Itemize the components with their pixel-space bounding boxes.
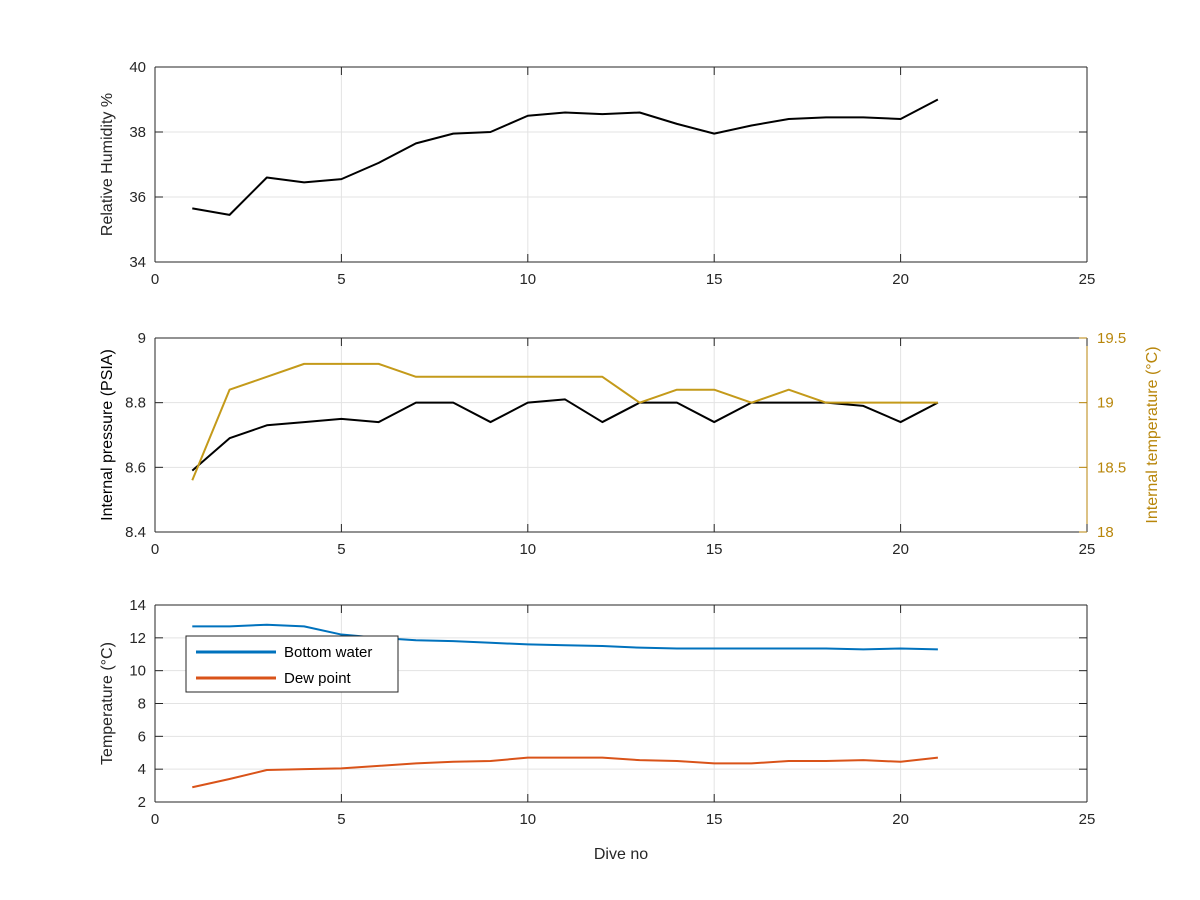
x-tick-label: 0 (151, 811, 159, 828)
y-tick-label: 12 (129, 630, 146, 647)
y-tick-label: 38 (129, 124, 146, 141)
plot-area (155, 338, 1087, 532)
y-tick-label: 8.6 (125, 459, 146, 476)
x-tick-label: 15 (706, 541, 723, 558)
y-tick-label: 34 (129, 254, 146, 271)
x-tick-label: 5 (337, 811, 345, 828)
y2-tick-label: 19 (1097, 395, 1114, 412)
subplot-1: 0 5 10 15 20 25 34 36 38 40 Relative Humidity % (99, 59, 1095, 288)
y-tick-label: 8.8 (125, 395, 146, 412)
y-axis-label: Temperature (°C) (99, 642, 116, 765)
y-tick-label: 14 (129, 597, 146, 614)
y2-tick-label: 18.5 (1097, 459, 1126, 476)
x-tick-label: 0 (151, 271, 159, 288)
y-tick-label: 40 (129, 59, 146, 76)
x-tick-label: 15 (706, 811, 723, 828)
y-tick-label: 4 (138, 761, 146, 778)
x-tick-label: 20 (892, 541, 909, 558)
series-line-dew-point (192, 756, 938, 789)
y2-axis-label: Internal temperature (°C) (1144, 346, 1161, 523)
series-line-2 (191, 362, 938, 481)
y-axis-label: Internal pressure (PSIA) (99, 349, 116, 521)
y-tick-label: 8.4 (125, 524, 146, 541)
y-tick-label: 10 (129, 663, 146, 680)
x-axis-label: Dive no (594, 846, 648, 863)
x-tick-label: 10 (519, 541, 536, 558)
y-axis-label: Relative Humidity % (99, 93, 116, 236)
y-tick-label: 2 (138, 794, 146, 811)
subplot-3: 0 5 10 15 20 25 2 4 6 8 10 12 14 Temperature (°C) Dive… (99, 597, 1095, 863)
x-tick-label: 20 (892, 811, 909, 828)
y2-tick-label: 19.5 (1097, 330, 1126, 347)
x-tick-label: 15 (706, 271, 723, 288)
legend: Bottom water Dew point (185, 635, 399, 693)
x-tick-label: 25 (1079, 811, 1096, 828)
subplot-2: 0 5 10 15 20 25 8.4 8.6 8.8 9 18 18.5 19 19.5 Internal… (99, 330, 1161, 558)
x-tick-label: 5 (337, 541, 345, 558)
x-tick-label: 25 (1079, 271, 1096, 288)
legend-box (185, 635, 399, 693)
x-tick-label: 10 (519, 271, 536, 288)
x-tick-label: 5 (337, 271, 345, 288)
y2-tick-label: 18 (1097, 524, 1114, 541)
x-tick-label: 20 (892, 271, 909, 288)
y-tick-label: 36 (129, 189, 146, 206)
series-line-1 (192, 98, 939, 216)
x-tick-label: 25 (1079, 541, 1096, 558)
series-line-bottom-water (192, 623, 938, 651)
y-tick-label: 6 (138, 728, 146, 745)
x-tick-label: 0 (151, 541, 159, 558)
y-tick-label: 8 (138, 696, 146, 713)
series-line-1 (191, 398, 939, 472)
legend-label: Bottom water (284, 644, 372, 661)
plot-area (155, 67, 1087, 262)
legend-label: Dew point (284, 670, 352, 687)
y-tick-label: 9 (138, 330, 146, 347)
x-tick-label: 10 (519, 811, 536, 828)
